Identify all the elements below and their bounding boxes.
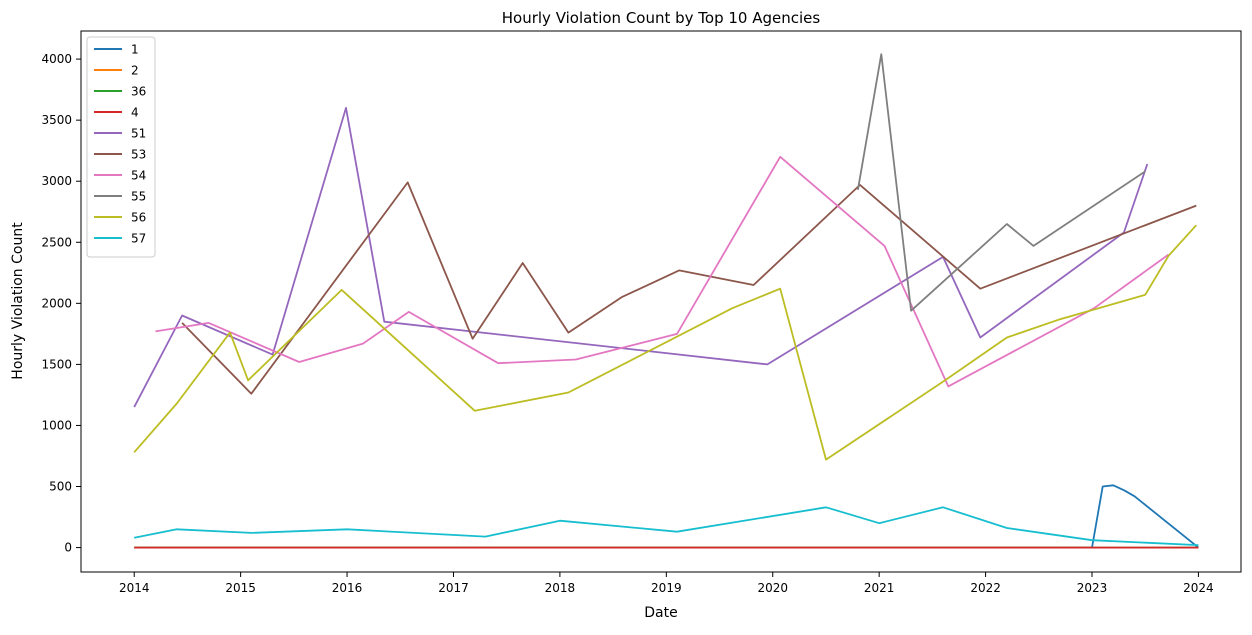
x-tick-label: 2015 [225, 581, 256, 595]
x-tick-label: 2019 [651, 581, 682, 595]
legend-label: 2 [131, 64, 139, 78]
y-tick-label: 2500 [41, 235, 72, 249]
x-tick-label: 2014 [119, 581, 150, 595]
series-line-54 [155, 155, 1170, 388]
legend-label: 36 [131, 85, 146, 99]
series-line-55 [857, 53, 1146, 312]
x-axis-label: Date [644, 605, 677, 621]
series-line-51 [133, 107, 1149, 408]
legend-label: 53 [131, 148, 146, 162]
x-axis: 2014 2015 2016 2017 2018 2019 2020 2021 2022 2023… [119, 572, 1214, 595]
legend-label: 51 [131, 127, 146, 141]
y-tick-label: 3000 [41, 174, 72, 188]
x-tick-label: 2018 [545, 581, 576, 595]
x-tick-label: 2017 [438, 581, 469, 595]
series-line-56 [133, 224, 1197, 461]
legend-label: 4 [131, 106, 139, 120]
legend-label: 1 [131, 43, 139, 57]
y-tick-label: 1500 [41, 357, 72, 371]
plot-frame [80, 30, 1242, 573]
x-tick-label: 2016 [332, 581, 363, 595]
y-axis-label: Hourly Violation Count [10, 222, 26, 380]
y-tick-label: 1000 [41, 418, 72, 432]
x-tick-label: 2024 [1183, 581, 1214, 595]
series-line-57 [134, 506, 1199, 546]
y-tick-label: 4000 [41, 52, 72, 66]
legend-label: 56 [131, 211, 146, 225]
x-tick-label: 2022 [970, 581, 1001, 595]
x-tick-label: 2020 [757, 581, 788, 595]
series-line-1 [134, 484, 1199, 549]
y-tick-label: 2000 [41, 296, 72, 310]
legend-label: 55 [131, 190, 146, 204]
legend: 1 2 36 4 51 53 54 55 56 57 [86, 36, 156, 258]
legend-label: 57 [131, 232, 146, 246]
x-tick-label: 2023 [1077, 581, 1108, 595]
legend-label: 54 [131, 169, 146, 183]
y-axis: 0 500 1000 1500 2000 2500 3000 3500 4000 [41, 52, 81, 555]
chart-title: Hourly Violation Count by Top 10 Agencie… [502, 9, 821, 27]
y-tick-label: 0 [64, 541, 72, 555]
y-tick-label: 3500 [41, 113, 72, 127]
x-tick-label: 2021 [864, 581, 895, 595]
series-line-53 [181, 181, 1197, 395]
plot-series [133, 53, 1199, 549]
y-tick-label: 500 [49, 480, 72, 494]
